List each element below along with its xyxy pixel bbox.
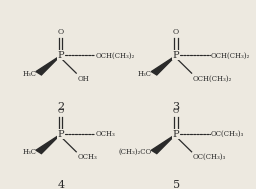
Text: P: P bbox=[57, 51, 64, 60]
Polygon shape bbox=[36, 55, 61, 75]
Text: O: O bbox=[58, 28, 64, 36]
Text: OC(CH₃)₃: OC(CH₃)₃ bbox=[211, 130, 244, 138]
Text: P: P bbox=[173, 51, 179, 60]
Text: OCH₃: OCH₃ bbox=[77, 153, 97, 161]
Text: H₃C: H₃C bbox=[23, 70, 37, 78]
Text: OCH(CH₃)₂: OCH(CH₃)₂ bbox=[95, 51, 135, 59]
Text: 5: 5 bbox=[173, 180, 180, 189]
Polygon shape bbox=[151, 55, 176, 75]
Text: H₃C: H₃C bbox=[138, 70, 152, 78]
Text: (CH₃)₂CO: (CH₃)₂CO bbox=[119, 148, 152, 156]
Text: OCH₃: OCH₃ bbox=[95, 130, 115, 138]
Polygon shape bbox=[151, 134, 176, 154]
Text: O: O bbox=[173, 107, 179, 115]
Text: O: O bbox=[58, 107, 64, 115]
Text: H₃C: H₃C bbox=[23, 148, 37, 156]
Text: 2: 2 bbox=[57, 102, 64, 112]
Text: 3: 3 bbox=[173, 102, 180, 112]
Polygon shape bbox=[36, 134, 61, 154]
Text: OCH(CH₃)₂: OCH(CH₃)₂ bbox=[193, 74, 232, 83]
Text: O: O bbox=[173, 28, 179, 36]
Text: OC(CH₃)₃: OC(CH₃)₃ bbox=[193, 153, 226, 161]
Text: OH: OH bbox=[77, 74, 89, 83]
Text: OCH(CH₃)₂: OCH(CH₃)₂ bbox=[211, 51, 250, 59]
Text: 4: 4 bbox=[57, 180, 64, 189]
Text: P: P bbox=[57, 129, 64, 139]
Text: P: P bbox=[173, 129, 179, 139]
